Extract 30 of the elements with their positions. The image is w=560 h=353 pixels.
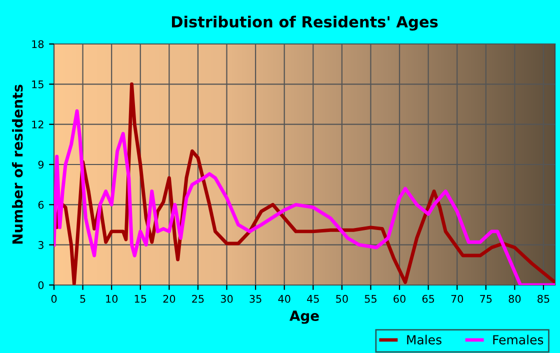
x-tick-label: 10 <box>106 294 118 303</box>
x-tick-label: 5 <box>80 295 86 303</box>
y-tick-label: 6 <box>38 200 44 209</box>
legend-label: Males <box>407 334 442 344</box>
y-axis-title: Number of residents <box>12 84 23 244</box>
y-tick-label: 18 <box>32 40 44 48</box>
x-tick-label: 70 <box>451 294 464 303</box>
x-tick-label: 65 <box>422 294 434 303</box>
x-tick-label: 0 <box>51 294 57 303</box>
x-tick-label: 45 <box>307 295 319 303</box>
x-axis-title: Age <box>290 310 319 324</box>
y-tick-label: 12 <box>32 120 44 128</box>
y-tick-label: 15 <box>32 80 44 88</box>
chart-title: Distribution of Residents' Ages <box>172 16 438 31</box>
x-tick-label: 55 <box>364 295 376 303</box>
x-tick-label: 20 <box>163 294 176 303</box>
x-tick-label: 35 <box>250 294 262 303</box>
x-tick-label: 80 <box>508 294 521 303</box>
legend-label: Females <box>493 334 544 344</box>
x-tick-label: 50 <box>336 294 348 303</box>
x-tick-label: 75 <box>480 295 492 303</box>
x-tick-label: 40 <box>278 294 290 303</box>
x-tick-label: 60 <box>394 294 406 303</box>
y-tick-label: 9 <box>38 160 44 169</box>
y-tick-label: 0 <box>38 281 44 290</box>
x-tick-label: 30 <box>220 294 233 303</box>
x-tick-label: 85 <box>538 294 550 303</box>
y-tick-label: 3 <box>38 241 44 249</box>
x-tick-label: 25 <box>192 294 204 303</box>
x-tick-label: 15 <box>134 295 146 303</box>
